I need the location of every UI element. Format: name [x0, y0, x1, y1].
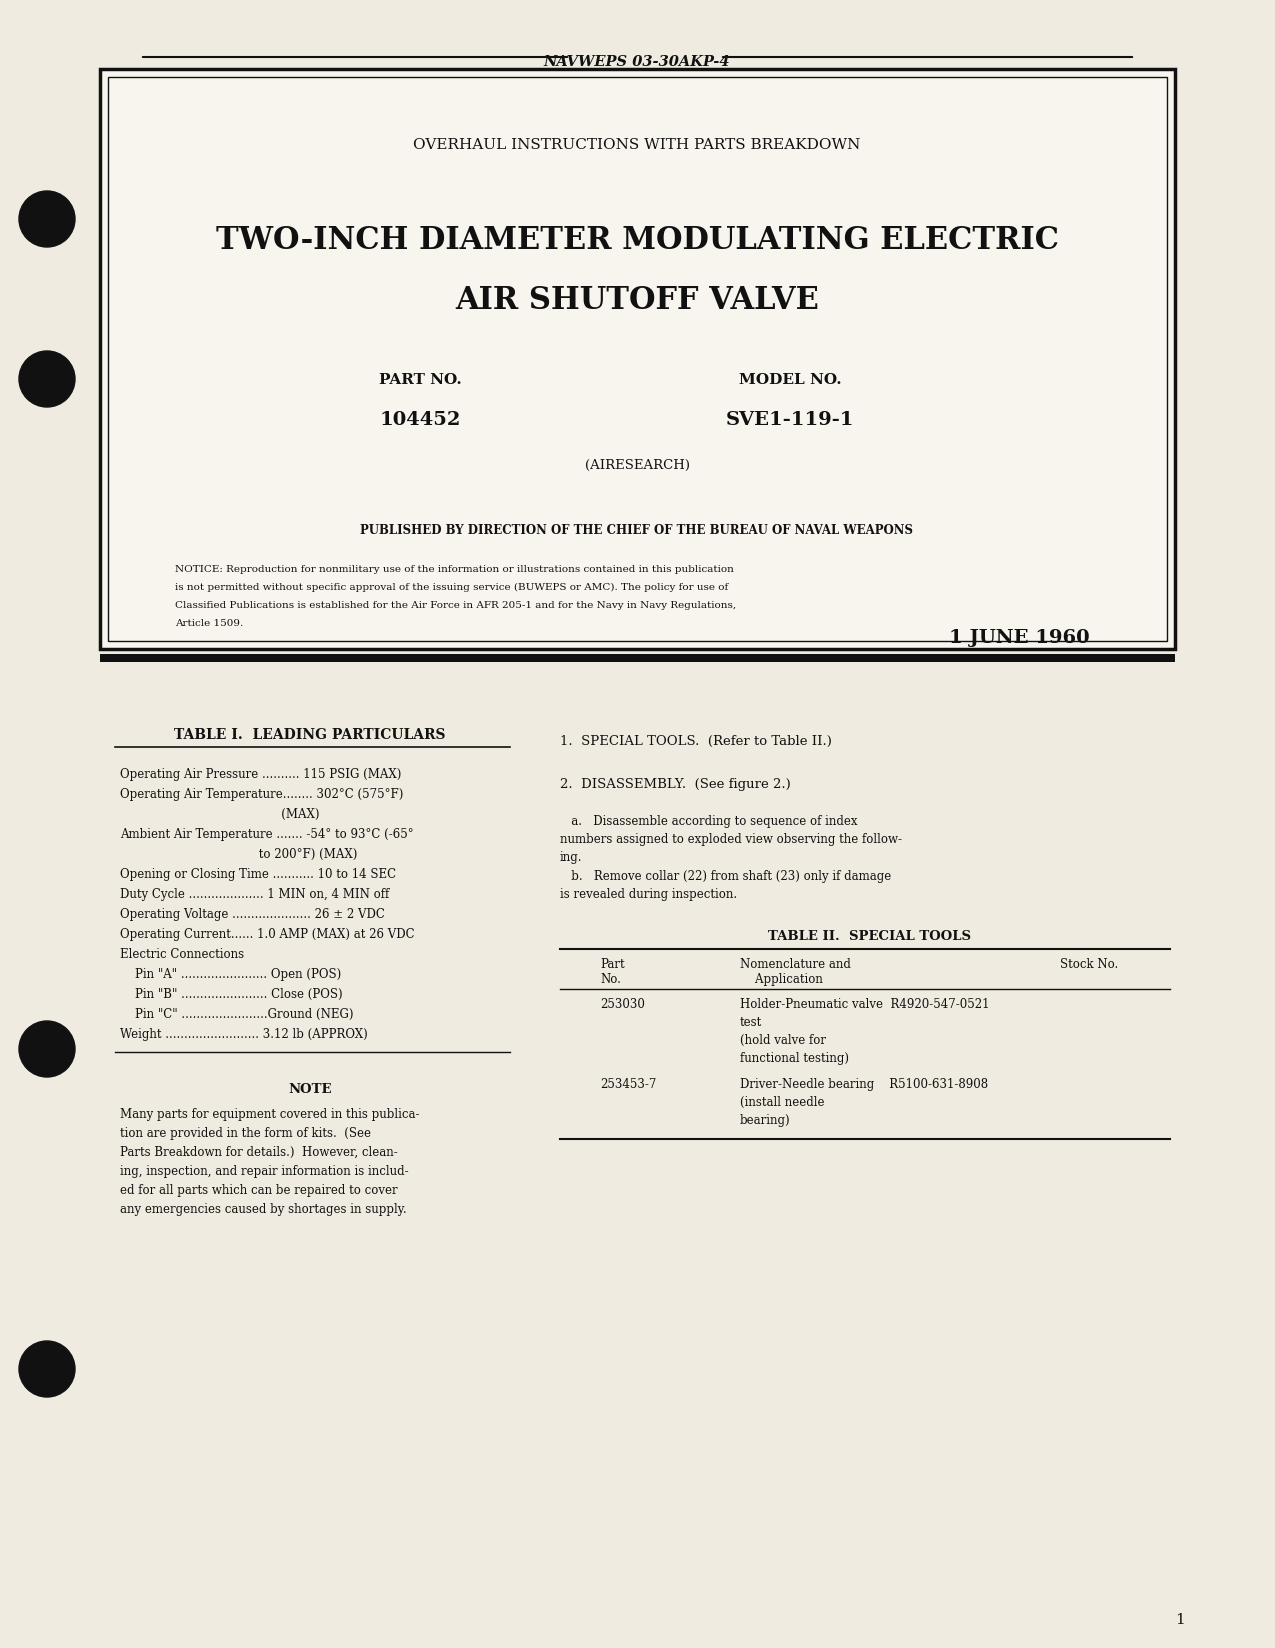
Text: 1.  SPECIAL TOOLS.  (Refer to Table II.): 1. SPECIAL TOOLS. (Refer to Table II.)	[560, 735, 831, 748]
Text: OVERHAUL INSTRUCTIONS WITH PARTS BREAKDOWN: OVERHAUL INSTRUCTIONS WITH PARTS BREAKDO…	[413, 138, 861, 152]
Text: Nomenclature and
    Application: Nomenclature and Application	[740, 957, 850, 986]
Text: is revealed during inspection.: is revealed during inspection.	[560, 888, 737, 900]
Text: Stock No.: Stock No.	[1060, 957, 1118, 971]
Text: NOTICE: Reproduction for nonmilitary use of the information or illustrations con: NOTICE: Reproduction for nonmilitary use…	[175, 565, 734, 574]
Text: tion are provided in the form of kits.  (See: tion are provided in the form of kits. (…	[120, 1126, 371, 1139]
Text: (hold valve for: (hold valve for	[740, 1033, 826, 1046]
Text: 104452: 104452	[380, 410, 460, 428]
Text: Article 1509.: Article 1509.	[175, 618, 244, 628]
Circle shape	[19, 1022, 75, 1078]
Text: Parts Breakdown for details.)  However, clean-: Parts Breakdown for details.) However, c…	[120, 1145, 398, 1159]
Text: test: test	[740, 1015, 762, 1028]
Text: Electric Connections: Electric Connections	[120, 948, 244, 961]
Text: ed for all parts which can be repaired to cover: ed for all parts which can be repaired t…	[120, 1183, 398, 1196]
Bar	[99, 69, 1176, 649]
Text: TABLE I.  LEADING PARTICULARS: TABLE I. LEADING PARTICULARS	[175, 727, 446, 742]
Text: Many parts for equipment covered in this publica-: Many parts for equipment covered in this…	[120, 1107, 419, 1121]
Text: Operating Current...... 1.0 AMP (MAX) at 26 VDC: Operating Current...... 1.0 AMP (MAX) at…	[120, 928, 414, 941]
Text: PART NO.: PART NO.	[379, 372, 462, 387]
Text: functional testing): functional testing)	[740, 1051, 849, 1065]
Bar	[108, 77, 1167, 641]
Text: any emergencies caused by shortages in supply.: any emergencies caused by shortages in s…	[120, 1203, 407, 1215]
Text: TABLE II.  SPECIAL TOOLS: TABLE II. SPECIAL TOOLS	[769, 929, 972, 943]
Text: Weight ......................... 3.12 lb (APPROX): Weight ......................... 3.12 lb…	[120, 1027, 367, 1040]
Text: b.   Remove collar (22) from shaft (23) only if damage: b. Remove collar (22) from shaft (23) on…	[560, 870, 891, 882]
Text: Driver-Needle bearing    R5100-631-8908: Driver-Needle bearing R5100-631-8908	[740, 1078, 988, 1091]
Text: Ambient Air Temperature ....... -54° to 93°C (-65°: Ambient Air Temperature ....... -54° to …	[120, 827, 413, 840]
Circle shape	[19, 1341, 75, 1398]
Text: Duty Cycle .................... 1 MIN on, 4 MIN off: Duty Cycle .................... 1 MIN on…	[120, 888, 389, 900]
Text: ing.: ing.	[560, 850, 583, 864]
Text: bearing): bearing)	[740, 1114, 790, 1126]
Text: NAVWEPS 03-30AKP-4: NAVWEPS 03-30AKP-4	[543, 54, 731, 69]
Text: 1 JUNE 1960: 1 JUNE 1960	[950, 628, 1090, 646]
Circle shape	[19, 351, 75, 407]
Text: Classified Publications is established for the Air Force in AFR 205-1 and for th: Classified Publications is established f…	[175, 600, 736, 610]
Text: AIR SHUTOFF VALVE: AIR SHUTOFF VALVE	[455, 285, 819, 315]
Text: MODEL NO.: MODEL NO.	[738, 372, 842, 387]
Text: 2.  DISASSEMBLY.  (See figure 2.): 2. DISASSEMBLY. (See figure 2.)	[560, 778, 790, 791]
Text: Pin "A" ....................... Open (POS): Pin "A" ....................... Open (PO…	[120, 967, 342, 981]
Bar	[99, 654, 1176, 662]
Circle shape	[19, 191, 75, 247]
Text: NOTE: NOTE	[288, 1083, 332, 1096]
Text: Part
No.: Part No.	[601, 957, 625, 986]
Text: Pin "B" ....................... Close (POS): Pin "B" ....................... Close (P…	[120, 987, 343, 1000]
Text: TWO-INCH DIAMETER MODULATING ELECTRIC: TWO-INCH DIAMETER MODULATING ELECTRIC	[215, 224, 1058, 255]
Text: Operating Voltage ..................... 26 ± 2 VDC: Operating Voltage ..................... …	[120, 908, 385, 921]
Text: numbers assigned to exploded view observing the follow-: numbers assigned to exploded view observ…	[560, 832, 901, 845]
Text: (install needle: (install needle	[740, 1096, 825, 1109]
Text: Holder-Pneumatic valve  R4920-547-0521: Holder-Pneumatic valve R4920-547-0521	[740, 997, 989, 1010]
Text: 1: 1	[1176, 1612, 1184, 1627]
Text: PUBLISHED BY DIRECTION OF THE CHIEF OF THE BUREAU OF NAVAL WEAPONS: PUBLISHED BY DIRECTION OF THE CHIEF OF T…	[361, 522, 913, 536]
Text: SVE1-119-1: SVE1-119-1	[725, 410, 854, 428]
Text: 253030: 253030	[601, 997, 645, 1010]
Text: (AIRESEARCH): (AIRESEARCH)	[584, 458, 690, 471]
Text: 253453-7: 253453-7	[601, 1078, 657, 1091]
Text: a.   Disassemble according to sequence of index: a. Disassemble according to sequence of …	[560, 814, 858, 827]
Text: ing, inspection, and repair information is includ-: ing, inspection, and repair information …	[120, 1163, 408, 1177]
Text: to 200°F) (MAX): to 200°F) (MAX)	[120, 847, 357, 860]
Text: Operating Air Temperature........ 302°C (575°F): Operating Air Temperature........ 302°C …	[120, 788, 403, 801]
Text: Opening or Closing Time ........... 10 to 14 SEC: Opening or Closing Time ........... 10 t…	[120, 867, 397, 880]
Text: (MAX): (MAX)	[120, 808, 320, 821]
Text: is not permitted without specific approval of the issuing service (BUWEPS or AMC: is not permitted without specific approv…	[175, 583, 728, 592]
Text: Pin "C" .......................Ground (NEG): Pin "C" .......................Ground (N…	[120, 1007, 353, 1020]
Text: Operating Air Pressure .......... 115 PSIG (MAX): Operating Air Pressure .......... 115 PS…	[120, 768, 402, 781]
